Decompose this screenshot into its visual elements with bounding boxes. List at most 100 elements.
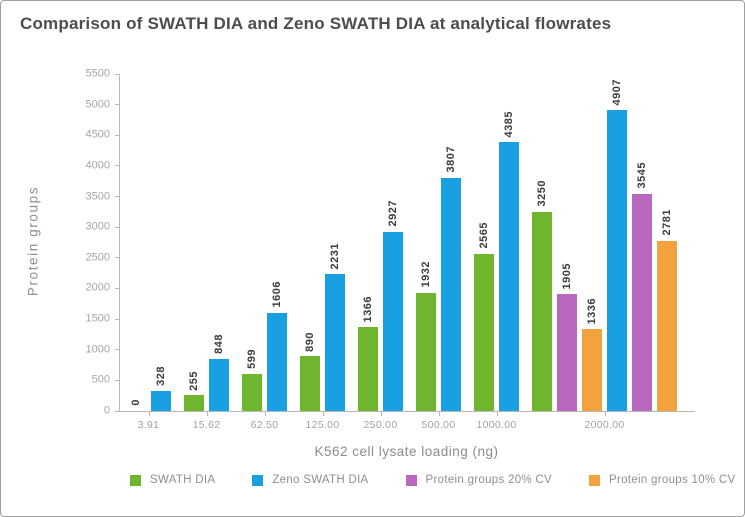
legend-label: Zeno SWATH DIA <box>272 474 369 486</box>
bar-value-label: 3807 <box>445 146 457 173</box>
bar-group: 3250 1905 1336 4907 3545 2781 2000.00 <box>532 79 677 431</box>
bar-value-label: 599 <box>246 349 258 370</box>
y-axis-tick <box>115 196 120 198</box>
x-axis-tick-label: 125.00 <box>305 419 340 431</box>
chart-title: Comparison of SWATH DIA and Zeno SWATH D… <box>20 14 612 33</box>
bar: 3807 <box>441 146 461 411</box>
bar: 1932 <box>416 261 436 411</box>
bar-value-label: 3250 <box>536 180 548 207</box>
legend: SWATH DIA Zeno SWATH DIA Protein groups 20… <box>130 474 736 486</box>
bar-value-label: 4907 <box>611 78 623 106</box>
bar: 890 <box>300 332 320 411</box>
bars-row: 0 328 3.91 255 848 15.62 599 1606 62.50 890 2231 12… <box>126 74 677 431</box>
y-axis-tick <box>115 165 120 167</box>
y-axis-tick <box>115 318 120 320</box>
bar-value-label: 4385 <box>503 110 515 138</box>
bar: 3545 <box>632 162 652 411</box>
bar-value-label: 1336 <box>586 297 598 325</box>
bar-group: 1932 3807 500.00 <box>416 146 461 431</box>
y-axis-tick-label: 5000 <box>85 98 110 111</box>
bar-value-label: 848 <box>213 334 225 355</box>
bar-value-label: 328 <box>155 366 167 386</box>
x-axis-title: K562 cell lysate loading (ng) <box>314 444 499 459</box>
bar-group: 599 1606 62.50 <box>242 281 287 431</box>
y-axis-tick <box>115 73 120 75</box>
legend-item: SWATH DIA <box>130 474 215 486</box>
bar-value-label: 1606 <box>271 281 283 308</box>
bar: 1606 <box>267 281 287 411</box>
x-axis-tick-label: 250.00 <box>363 419 398 431</box>
bar: 2231 <box>325 243 345 411</box>
y-axis-tick-label: 5500 <box>85 67 110 80</box>
x-axis-tick <box>206 411 208 416</box>
bar: 1366 <box>358 296 378 411</box>
bar-value-label: 255 <box>188 370 200 391</box>
bar: 848 <box>209 334 229 411</box>
y-axis-tick <box>115 226 120 228</box>
plot-area: 0 328 3.91 255 848 15.62 599 1606 62.50 890 2231 12… <box>86 68 695 431</box>
x-axis-tick <box>380 411 382 416</box>
bar-value-label: 1905 <box>561 262 573 290</box>
y-axis-tick-label: 3500 <box>85 190 110 203</box>
legend-item: Zeno SWATH DIA <box>252 474 368 486</box>
y-axis-tick <box>115 134 120 136</box>
bar: 328 <box>151 366 171 411</box>
bar-group: 1366 2927 250.00 <box>358 200 403 431</box>
bar: 3250 <box>532 180 552 411</box>
bar: 2927 <box>383 200 403 411</box>
y-axis-tick-label: 500 <box>91 373 110 386</box>
x-axis-tick-label: 62.50 <box>250 419 279 431</box>
y-axis-tick-label: 1000 <box>85 343 110 356</box>
y-axis-tick <box>115 349 120 351</box>
bar: 599 <box>242 349 262 411</box>
bar-value-label: 2781 <box>661 209 673 236</box>
x-axis-tick <box>496 411 498 416</box>
legend-swatch <box>130 474 141 486</box>
bar-group: 255 848 15.62 <box>184 334 229 431</box>
bar-value-label: 1932 <box>420 261 432 288</box>
legend-label: SWATH DIA <box>150 474 216 486</box>
bar: 1336 <box>582 298 602 411</box>
legend-label: Protein groups 10% CV <box>609 474 736 486</box>
bar-value-label: 3545 <box>636 162 648 189</box>
bar: 2781 <box>657 209 677 411</box>
y-axis-tick <box>115 257 120 259</box>
x-axis-tick <box>148 411 150 416</box>
bar: 4385 <box>499 111 519 411</box>
x-axis-tick-label: 500.00 <box>421 419 456 431</box>
y-axis-tick-label: 2500 <box>85 251 110 264</box>
legend-label: Protein groups 20% CV <box>425 474 553 486</box>
y-axis-tick-label: 4000 <box>85 159 110 172</box>
bar: 255 <box>184 371 204 411</box>
y-axis-title: Protein groups <box>25 185 41 297</box>
bar-value-label: 2565 <box>478 222 490 249</box>
x-axis-tick-label: 3.91 <box>137 419 160 431</box>
bar: 4907 <box>607 79 627 411</box>
y-axis-tick <box>115 410 120 412</box>
bar-group: 2565 4385 1000.00 <box>474 111 519 431</box>
y-axis-tick <box>115 379 120 381</box>
legend-swatch <box>405 474 417 486</box>
x-axis-tick <box>438 411 440 416</box>
y-axis-tick-label: 1500 <box>85 312 110 325</box>
legend-swatch <box>589 474 601 486</box>
bar: 2565 <box>474 222 494 411</box>
legend-item: Protein groups 20% CV <box>405 474 553 486</box>
x-axis-tick-label: 2000.00 <box>584 419 625 431</box>
bar-group: 890 2231 125.00 <box>300 243 345 431</box>
x-axis-tick <box>604 411 606 416</box>
y-axis-tick <box>115 287 120 289</box>
bar: 1905 <box>557 263 577 411</box>
x-axis-tick <box>264 411 266 416</box>
y-axis-tick-label: 3000 <box>85 220 110 233</box>
y-axis-tick-label: 2000 <box>85 281 110 294</box>
x-axis-tick <box>322 411 324 416</box>
x-axis-tick-label: 1000.00 <box>476 419 517 431</box>
y-axis-tick <box>115 104 120 106</box>
bar-value-label: 0 <box>130 399 142 406</box>
x-axis-tick-label: 15.62 <box>192 419 221 431</box>
legend-swatch <box>252 474 264 486</box>
bar-value-label: 890 <box>304 331 316 352</box>
bar-value-label: 2927 <box>387 200 399 227</box>
